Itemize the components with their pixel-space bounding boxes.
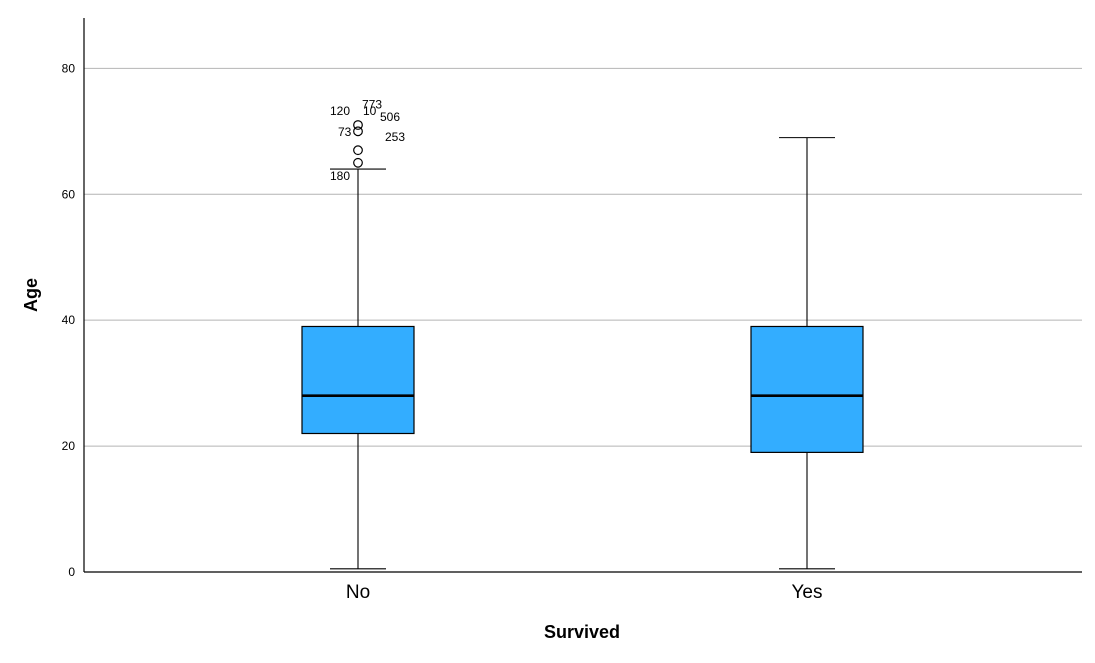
box-group-yes	[750, 137, 864, 570]
outlier-label: 10	[363, 104, 377, 118]
outlier-point	[353, 157, 363, 168]
iqr-box	[750, 325, 864, 453]
outlier-point	[353, 126, 363, 137]
x-axis-title: Survived	[544, 622, 620, 642]
y-tick-label: 60	[62, 187, 76, 201]
y-tick-labels: 0 20 40 60 80	[62, 61, 76, 579]
iqr-box	[301, 325, 415, 435]
outlier-label: 773	[362, 97, 382, 111]
axes	[83, 18, 1082, 573]
outlier-label: 506	[380, 110, 400, 124]
box-group-no: 180 73 253 773 120 10 506	[301, 97, 415, 570]
y-axis-title: Age	[21, 278, 41, 312]
gridlines	[84, 67, 1082, 447]
y-tick-label: 0	[68, 565, 75, 579]
outlier-label: 73	[338, 125, 352, 139]
y-tick-label: 40	[62, 313, 76, 327]
y-tick-label: 20	[62, 439, 76, 453]
x-category-label: Yes	[792, 582, 823, 603]
outlier-point	[353, 120, 363, 130]
x-category-label: No	[346, 582, 370, 603]
boxes: 180 73 253 773 120 10 506	[301, 97, 864, 570]
outlier-point	[353, 145, 363, 156]
outlier-label: 253	[385, 130, 405, 144]
x-category-labels: No Yes	[346, 582, 823, 603]
outlier-label: 120	[330, 104, 350, 118]
outlier-label: 180	[330, 169, 350, 183]
y-tick-label: 80	[62, 61, 76, 75]
